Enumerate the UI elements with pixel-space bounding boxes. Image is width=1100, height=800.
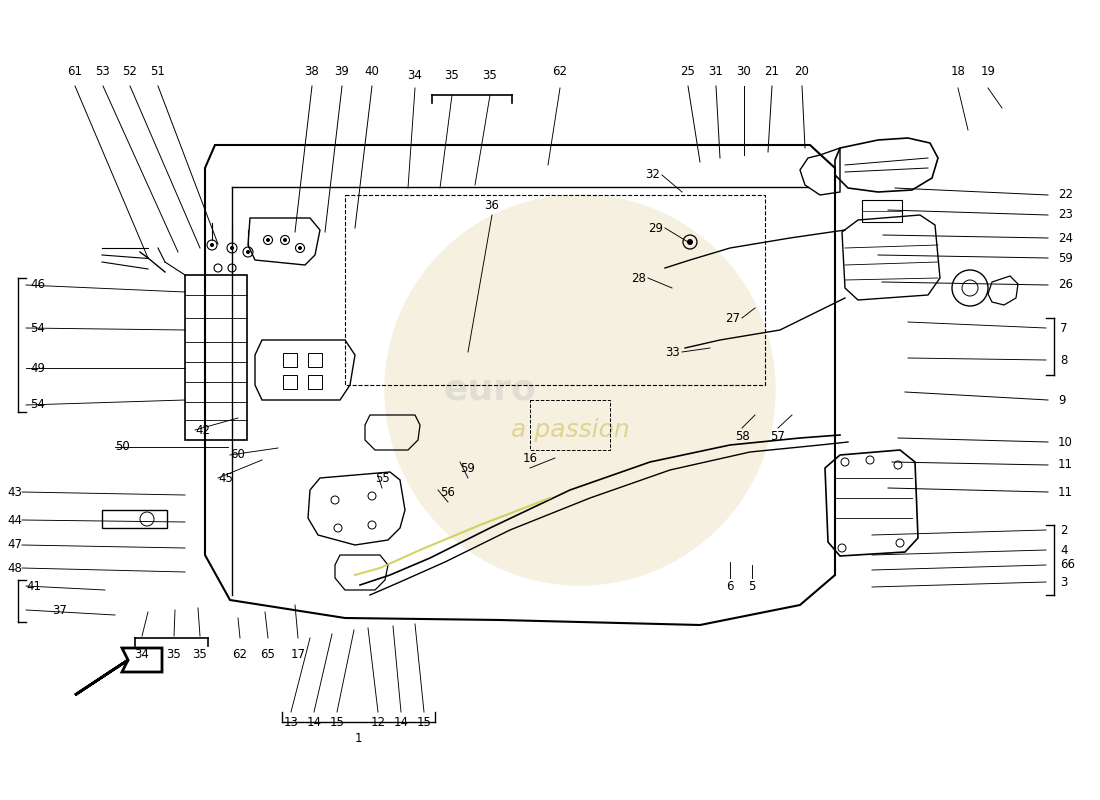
Circle shape [210, 243, 214, 247]
Text: 61: 61 [67, 65, 82, 78]
Text: 46: 46 [30, 278, 45, 291]
Text: 55: 55 [375, 472, 389, 485]
Text: 36: 36 [485, 199, 499, 212]
Circle shape [283, 238, 287, 242]
Text: 11: 11 [1058, 486, 1072, 498]
Text: 7: 7 [1060, 322, 1067, 334]
Text: 59: 59 [1058, 251, 1072, 265]
Text: 15: 15 [417, 716, 431, 729]
Text: 2: 2 [1060, 523, 1067, 537]
Text: 59: 59 [461, 462, 475, 475]
Text: 52: 52 [122, 65, 138, 78]
Text: 9: 9 [1058, 394, 1066, 406]
Bar [530, 400, 610, 450]
Text: 10: 10 [1058, 435, 1072, 449]
Text: 28: 28 [631, 271, 646, 285]
Text: 47: 47 [7, 538, 22, 551]
Text: 14: 14 [307, 716, 321, 729]
Text: 56: 56 [441, 486, 455, 499]
Text: 22: 22 [1058, 189, 1072, 202]
Text: 11: 11 [1058, 458, 1072, 471]
Text: 48: 48 [7, 562, 22, 574]
Bar [862, 200, 902, 222]
Text: 40: 40 [364, 65, 380, 78]
Text: 26: 26 [1058, 278, 1072, 291]
Text: 1: 1 [354, 732, 362, 745]
Text: 13: 13 [284, 716, 298, 729]
Text: 66: 66 [1060, 558, 1075, 571]
Text: euro: euro [443, 373, 537, 407]
Text: 14: 14 [394, 716, 408, 729]
Text: 20: 20 [794, 65, 810, 78]
Text: 21: 21 [764, 65, 780, 78]
Bar [345, 195, 764, 385]
Bar [283, 375, 297, 389]
Text: 62: 62 [232, 648, 248, 661]
Circle shape [230, 246, 234, 250]
Circle shape [246, 250, 250, 254]
Text: 45: 45 [218, 471, 233, 485]
Text: 49: 49 [30, 362, 45, 374]
Circle shape [266, 238, 270, 242]
Text: 23: 23 [1058, 209, 1072, 222]
Text: a passion: a passion [510, 418, 629, 442]
Text: 37: 37 [52, 603, 67, 617]
Text: 12: 12 [371, 716, 385, 729]
Text: 65: 65 [261, 648, 275, 661]
Text: 29: 29 [648, 222, 663, 234]
Text: 3: 3 [1060, 575, 1067, 589]
Text: 43: 43 [7, 486, 22, 498]
Text: 5: 5 [748, 580, 756, 593]
Text: 51: 51 [151, 65, 165, 78]
Text: 6: 6 [726, 580, 734, 593]
Text: 54: 54 [30, 322, 45, 334]
Bar [308, 353, 322, 367]
Text: 42: 42 [195, 423, 210, 437]
Text: 15: 15 [330, 716, 344, 729]
Text: 58: 58 [735, 430, 749, 443]
Text: 18: 18 [950, 65, 966, 78]
Text: 60: 60 [230, 449, 245, 462]
Text: 27: 27 [725, 311, 740, 325]
Text: 24: 24 [1058, 231, 1072, 245]
Text: 35: 35 [483, 69, 497, 82]
Polygon shape [75, 648, 162, 695]
Text: 41: 41 [26, 579, 41, 593]
Text: 25: 25 [681, 65, 695, 78]
Text: 53: 53 [96, 65, 110, 78]
Text: 39: 39 [334, 65, 350, 78]
Text: 17: 17 [290, 648, 306, 661]
Text: 30: 30 [737, 65, 751, 78]
Text: 16: 16 [522, 452, 538, 465]
Text: 31: 31 [708, 65, 724, 78]
Text: 8: 8 [1060, 354, 1067, 366]
Text: 54: 54 [30, 398, 45, 411]
Text: 33: 33 [666, 346, 680, 358]
Text: 62: 62 [552, 65, 568, 78]
Text: 4: 4 [1060, 543, 1067, 557]
Text: 50: 50 [116, 441, 130, 454]
Text: 32: 32 [645, 169, 660, 182]
Text: 35: 35 [192, 648, 208, 661]
Text: 34: 34 [134, 648, 150, 661]
Circle shape [688, 239, 693, 245]
Bar [283, 353, 297, 367]
Circle shape [298, 246, 302, 250]
Text: 34: 34 [408, 69, 422, 82]
Bar [102, 510, 167, 528]
Text: 19: 19 [980, 65, 996, 78]
Text: 35: 35 [444, 69, 460, 82]
Text: 35: 35 [166, 648, 182, 661]
Text: 38: 38 [305, 65, 319, 78]
Bar [308, 375, 322, 389]
Text: 57: 57 [771, 430, 785, 443]
Bar [185, 275, 248, 440]
Circle shape [385, 195, 776, 585]
Text: 44: 44 [7, 514, 22, 526]
